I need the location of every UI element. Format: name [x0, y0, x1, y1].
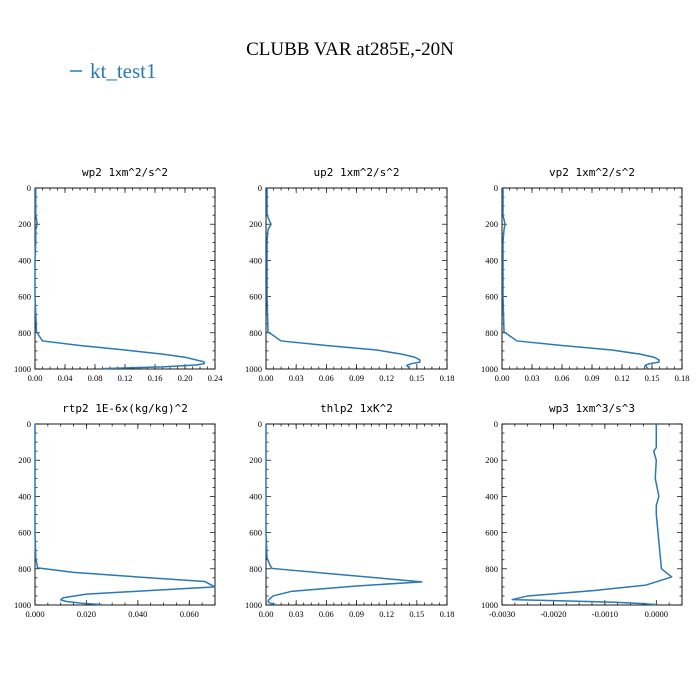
- profile-line: [34, 424, 216, 606]
- y-tick-label: 200: [18, 455, 31, 465]
- subplot-5: thlp2 1xK^2 0.00 0.03 0.06 0.09 0.12 0.15 0.18 0…: [245, 402, 454, 619]
- profile-line: [265, 424, 423, 606]
- plot-frame: [34, 423, 216, 606]
- subplot-3: vp2 1xm^2/s^2 0.00 0.03 0.06 0.09 0.12 0.15 0.1…: [481, 166, 689, 383]
- x-tick-label: 0.15: [409, 609, 424, 619]
- x-tick-label: 0.03: [525, 373, 540, 383]
- x-tick-label: 0.18: [675, 373, 690, 383]
- subplot-1: wp2 1xm^2/s^2 0.00 0.04 0.08 0.12 0.16 0.20 0.2…: [14, 166, 223, 383]
- y-tick-label: 1000: [14, 600, 31, 610]
- subplot-title: up2 1xm^2/s^2: [313, 166, 399, 179]
- plot-frame: [34, 187, 216, 370]
- x-tick-label: 0.18: [440, 373, 455, 383]
- y-tick-label: 1000: [481, 600, 498, 610]
- x-tick-label: 0.060: [180, 609, 199, 619]
- x-tick-label: 0.12: [379, 373, 394, 383]
- y-tick-label: 200: [485, 455, 498, 465]
- subplot-4: rtp2 1E-6x(kg/kg)^2 0.000 0.020 0.040 0.060 0…: [14, 402, 216, 619]
- x-tick-label: 0.04: [58, 373, 74, 383]
- profile-line: [34, 188, 206, 370]
- profile-line: [502, 188, 660, 370]
- y-tick-label: 0: [27, 419, 31, 429]
- y-tick-label: 200: [485, 219, 498, 229]
- profile-line: [511, 424, 673, 606]
- subplot-title: wp2 1xm^2/s^2: [82, 166, 168, 179]
- plot-frame: [501, 423, 683, 606]
- y-tick-label: 1000: [481, 364, 498, 374]
- y-tick-label: 400: [249, 491, 262, 501]
- x-tick-label: 0.15: [645, 373, 660, 383]
- x-tick-label: 0.040: [128, 609, 147, 619]
- y-tick-label: 800: [249, 564, 262, 574]
- y-tick-label: 800: [485, 564, 498, 574]
- x-tick-label: 0.15: [409, 373, 424, 383]
- y-tick-label: 600: [485, 528, 498, 538]
- x-tick-label: -0.0030: [489, 609, 515, 619]
- x-tick-label: 0.20: [178, 373, 193, 383]
- subplot-title: vp2 1xm^2/s^2: [549, 166, 635, 179]
- x-tick-label: 0.09: [585, 373, 600, 383]
- x-tick-label: 0.09: [349, 609, 364, 619]
- y-tick-label: 400: [485, 491, 498, 501]
- subplot-2: up2 1xm^2/s^2 0.00 0.03 0.06 0.09 0.12 0.15 0.1…: [245, 166, 454, 383]
- x-tick-label: 0.18: [440, 609, 455, 619]
- y-tick-label: 800: [485, 328, 498, 338]
- y-tick-label: 400: [18, 491, 31, 501]
- y-tick-label: 600: [18, 292, 31, 302]
- x-tick-label: 0.00: [495, 373, 510, 383]
- y-tick-label: 200: [249, 455, 262, 465]
- x-tick-label: 0.16: [148, 373, 163, 383]
- x-tick-label: 0.03: [289, 609, 304, 619]
- y-tick-label: 0: [494, 419, 498, 429]
- y-tick-label: 600: [249, 292, 262, 302]
- x-tick-label: 0.06: [319, 373, 334, 383]
- x-tick-label: 0.12: [379, 609, 394, 619]
- y-tick-label: 0: [258, 419, 262, 429]
- x-tick-label: 0.06: [319, 609, 334, 619]
- y-tick-label: 0: [258, 183, 262, 193]
- y-tick-label: 0: [27, 183, 31, 193]
- figure-title: CLUBB VAR at285E,-20N: [246, 39, 454, 60]
- subplot-title: thlp2 1xK^2: [320, 402, 393, 415]
- panels-group: wp2 1xm^2/s^2 0.00 0.04 0.08 0.12 0.16 0.20 0.2…: [14, 166, 689, 619]
- profile-line: [266, 188, 421, 370]
- legend: kt_test1: [70, 59, 157, 83]
- legend-label: kt_test1: [90, 59, 157, 83]
- x-tick-label: 0.12: [118, 373, 133, 383]
- y-tick-label: 600: [485, 292, 498, 302]
- y-tick-label: 1000: [245, 600, 262, 610]
- y-tick-label: 400: [18, 255, 31, 265]
- y-tick-label: 400: [249, 255, 262, 265]
- x-tick-label: 0.000: [25, 609, 44, 619]
- x-tick-label: -0.0010: [592, 609, 618, 619]
- x-tick-label: 0.00: [259, 373, 274, 383]
- y-tick-label: 1000: [14, 364, 31, 374]
- y-tick-label: 200: [18, 219, 31, 229]
- y-tick-label: 400: [485, 255, 498, 265]
- y-tick-label: 600: [249, 528, 262, 538]
- y-tick-label: 800: [249, 328, 262, 338]
- subplot-title: wp3 1xm^3/s^3: [549, 402, 635, 415]
- y-tick-label: 1000: [245, 364, 262, 374]
- x-tick-label: 0.00: [28, 373, 43, 383]
- x-tick-label: 0.12: [615, 373, 630, 383]
- x-tick-label: 0.24: [208, 373, 224, 383]
- y-tick-label: 800: [18, 564, 31, 574]
- x-tick-label: 0.08: [88, 373, 103, 383]
- y-tick-label: 600: [18, 528, 31, 538]
- y-tick-label: 0: [494, 183, 498, 193]
- subplot-title: rtp2 1E-6x(kg/kg)^2: [62, 402, 188, 415]
- x-tick-label: 0.00: [259, 609, 274, 619]
- subplot-6: wp3 1xm^3/s^3 -0.0030 -0.0020 -0.0010 0.0000…: [481, 402, 683, 619]
- x-tick-label: 0.020: [77, 609, 96, 619]
- x-tick-label: 0.06: [555, 373, 570, 383]
- x-tick-label: -0.0020: [540, 609, 566, 619]
- x-tick-label: 0.09: [349, 373, 364, 383]
- x-tick-label: 0.0000: [645, 609, 668, 619]
- y-tick-label: 800: [18, 328, 31, 338]
- y-tick-label: 200: [249, 219, 262, 229]
- x-tick-label: 0.03: [289, 373, 304, 383]
- plot-frame: [265, 423, 448, 606]
